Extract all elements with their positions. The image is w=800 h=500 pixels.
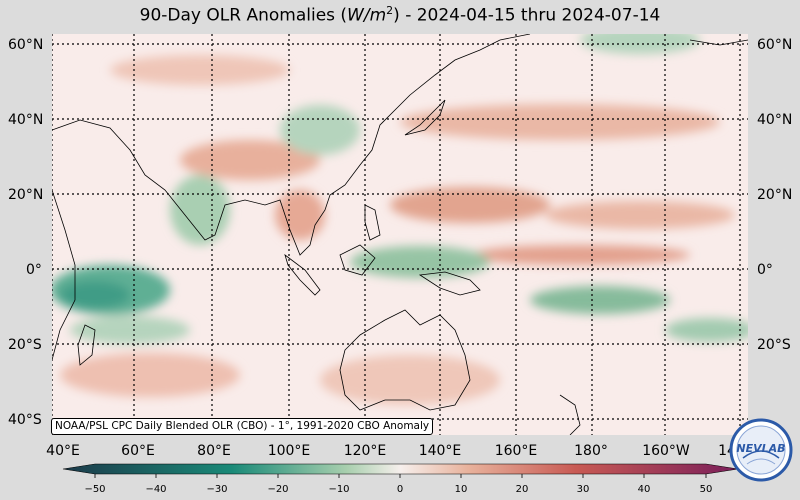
coastline-madagascar: [77, 324, 96, 366]
lat-label-left: 40°N: [8, 112, 44, 128]
anomaly-positive-south-indian: [60, 353, 240, 397]
lon-label: 180°: [574, 443, 608, 459]
anomaly-negative-indian-ocean-core: [60, 281, 130, 309]
anomaly-positive-north-pacific-40n: [400, 104, 720, 140]
colorbar-tick-label: −40: [145, 484, 167, 495]
nevlab-logo: NEVLAB: [729, 418, 793, 482]
coastline-sumatra: [284, 253, 321, 296]
lon-label: 100°E: [267, 443, 311, 459]
anomaly-negative-south-indian-20s: [70, 316, 190, 344]
coastline-alaska: [689, 39, 748, 46]
lon-label: 160°W: [642, 443, 690, 459]
lat-label-right: 40°N: [757, 112, 793, 128]
anomaly-positive-central-north-pacific: [390, 187, 550, 223]
map-title: 90-Day OLR Anomalies (W/m2) - 2024-04-15…: [139, 4, 661, 26]
logo-text: NEVLAB: [736, 442, 785, 455]
coastline-australia: [339, 309, 471, 411]
anomaly-positive-indochina: [275, 190, 325, 240]
coastline-asia: [52, 34, 531, 256]
lat-label-left: 20°S: [8, 337, 42, 353]
lat-label-left: 60°N: [8, 37, 44, 53]
anomaly-negative-south-pacific-east: [665, 318, 748, 342]
lat-label-left: 20°N: [8, 187, 44, 203]
coastline-new-guinea: [418, 271, 481, 296]
anomaly-positive-russia: [110, 55, 290, 85]
anomaly-field: [52, 34, 748, 405]
lon-label: 40°E: [46, 443, 80, 459]
coastline-borneo: [339, 244, 376, 276]
lat-label-left: 0°: [26, 262, 42, 278]
lon-label: 160°E: [494, 443, 538, 459]
lon-label: 120°E: [343, 443, 387, 459]
data-source-credit: NOAA/PSL CPC Daily Blended OLR (CBO) - 1…: [51, 418, 434, 435]
anomaly-negative-maritime-continent: [350, 246, 490, 278]
colorbar-tick-label: 30: [576, 484, 590, 495]
lat-label-left: 40°S: [8, 412, 42, 428]
lat-label-right: 20°S: [757, 337, 791, 353]
lon-label: 80°E: [197, 443, 231, 459]
colorbar-tick-label: 40: [637, 484, 651, 495]
colorbar-tick-label: 10: [454, 484, 468, 495]
coastlines: [52, 34, 748, 435]
anomaly-positive-east-pacific: [545, 201, 735, 229]
lat-label-right: 60°N: [757, 37, 793, 53]
lat-label-right: 20°N: [757, 187, 793, 203]
colorbar-tick-label: −50: [84, 484, 106, 495]
anomaly-positive-china: [180, 140, 320, 180]
anomaly-positive-equatorial-pacific: [470, 245, 690, 265]
lat-label-right: 0°: [757, 262, 773, 278]
anomaly-positive-australia: [320, 355, 500, 405]
colorbar-tick-label: 0: [396, 484, 404, 495]
colorbar-tick-label: −20: [267, 484, 289, 495]
coastline-africa: [52, 189, 76, 361]
anomaly-negative-south-pacific: [530, 286, 670, 314]
colorbar-tick-label: −10: [328, 484, 350, 495]
lon-label: 140°E: [418, 443, 462, 459]
colorbar-tick-label: 50: [699, 484, 713, 495]
colorbar-tick-label: 20: [515, 484, 529, 495]
lon-label: 60°E: [121, 443, 155, 459]
anomaly-negative-mongolia: [280, 105, 360, 155]
anomaly-negative-india: [170, 175, 230, 245]
coastline-japan: [404, 99, 446, 136]
coastline-new-zealand: [559, 394, 581, 435]
colorbar-tick-label: −30: [206, 484, 228, 495]
anomaly-negative-north-pacific: [580, 34, 700, 54]
